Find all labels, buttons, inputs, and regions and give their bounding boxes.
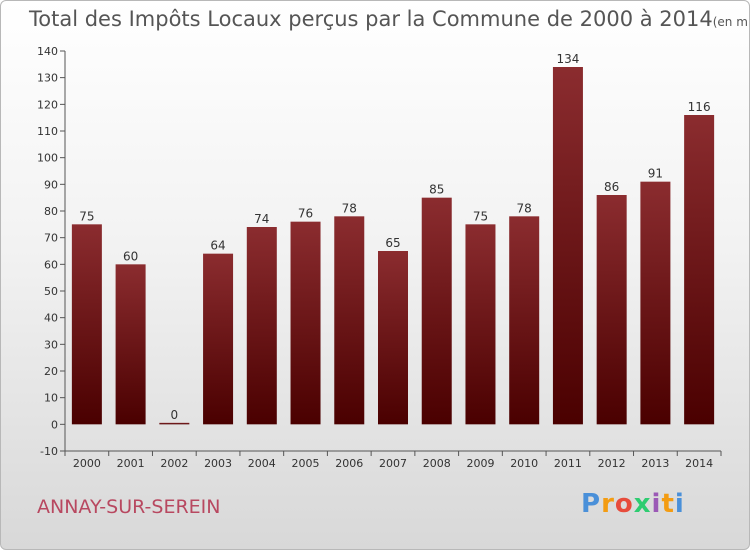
bar-2009 [465,224,496,425]
bar-value-label: 0 [171,408,179,422]
bar-value-label: 74 [254,212,269,226]
y-tick-label: 70 [44,232,58,245]
logo-letter: i [674,489,685,519]
y-tick-label: 130 [37,72,58,85]
y-tick-label: -10 [40,445,58,458]
logo-letter: o [614,489,634,519]
y-tick-label: 20 [44,365,58,378]
x-tick-label: 2013 [641,457,669,470]
bar-value-label: 134 [556,52,579,66]
chart-title-unit: (en milliers d'€) [712,15,750,29]
x-tick-label: 2005 [292,457,320,470]
y-tick-label: 100 [37,152,58,165]
x-tick-label: 2004 [248,457,276,470]
chart-title: Total des Impôts Locaux perçus par la Co… [29,7,750,31]
proxiti-logo: Proxiti [581,489,685,519]
bar-value-label: 78 [342,201,357,215]
y-axis: -10 0 10 20 30 40 50 60 70 80 90 100 110 120 130 140 [37,45,66,458]
commune-name: ANNAY-SUR-SEREIN [37,496,221,518]
y-tick-label: 120 [37,98,58,111]
logo-letter: P [581,489,602,519]
bar-value-label: 78 [517,201,532,215]
x-tick-label: 2002 [160,457,188,470]
logo-letter: i [651,489,662,519]
y-tick-label: 40 [44,312,58,325]
bar-value-label: 60 [123,249,138,263]
logo-letter: r [601,489,615,519]
logo-letter: x [633,489,652,519]
bar-2003 [203,253,234,425]
x-tick-label: 2008 [423,457,451,470]
bar-2008 [421,197,452,425]
x-axis: 2000 2001 2002 2003 2004 2005 2006 2007 2008 2009… [64,450,722,470]
x-tick-label: 2006 [335,457,363,470]
bar-value-label: 116 [688,100,711,114]
bar-2001 [115,264,146,425]
chart-title-text: Total des Impôts Locaux perçus par la Co… [29,7,713,31]
y-tick-label: 30 [44,338,58,351]
bar-2004 [246,227,277,425]
bar-2005 [290,221,321,425]
bar-2013 [640,181,671,425]
bar-2010 [509,216,540,425]
y-tick-label: 90 [44,178,58,191]
bar-2012 [596,195,627,425]
logo-letter: t [661,489,675,519]
bar-value-label: 86 [604,180,619,194]
x-tick-label: 2010 [510,457,538,470]
bar-value-label: 85 [429,183,444,197]
y-tick-label: 10 [44,392,58,405]
bar-value-label: 64 [210,239,225,253]
x-tick-label: 2007 [379,457,407,470]
bar-2000 [71,224,102,425]
bar-value-label: 65 [385,236,400,250]
y-tick-label: 50 [44,285,58,298]
x-tick-label: 2000 [73,457,101,470]
bar-value-label: 75 [473,209,488,223]
x-tick-label: 2011 [554,457,582,470]
y-tick-label: 140 [37,45,58,58]
bars: 75 60 0 64 74 76 78 65 85 75 78 134 86 91 116 [71,52,715,425]
bar-2006 [334,216,365,425]
x-tick-label: 2009 [466,457,494,470]
y-tick-label: 60 [44,258,58,271]
bar-value-label: 91 [648,167,663,181]
x-tick-label: 2012 [598,457,626,470]
bar-2007 [378,251,408,425]
bar-value-label: 76 [298,207,313,221]
bar-2014 [684,115,715,425]
bar-value-label: 75 [79,209,94,223]
x-tick-label: 2001 [117,457,145,470]
bar-2011 [552,67,583,425]
bar-2002 [159,422,190,425]
x-tick-label: 2014 [685,457,713,470]
x-tick-label: 2003 [204,457,232,470]
y-tick-label: 80 [44,205,58,218]
y-tick-label: 0 [51,418,58,431]
y-tick-label: 110 [37,125,58,138]
